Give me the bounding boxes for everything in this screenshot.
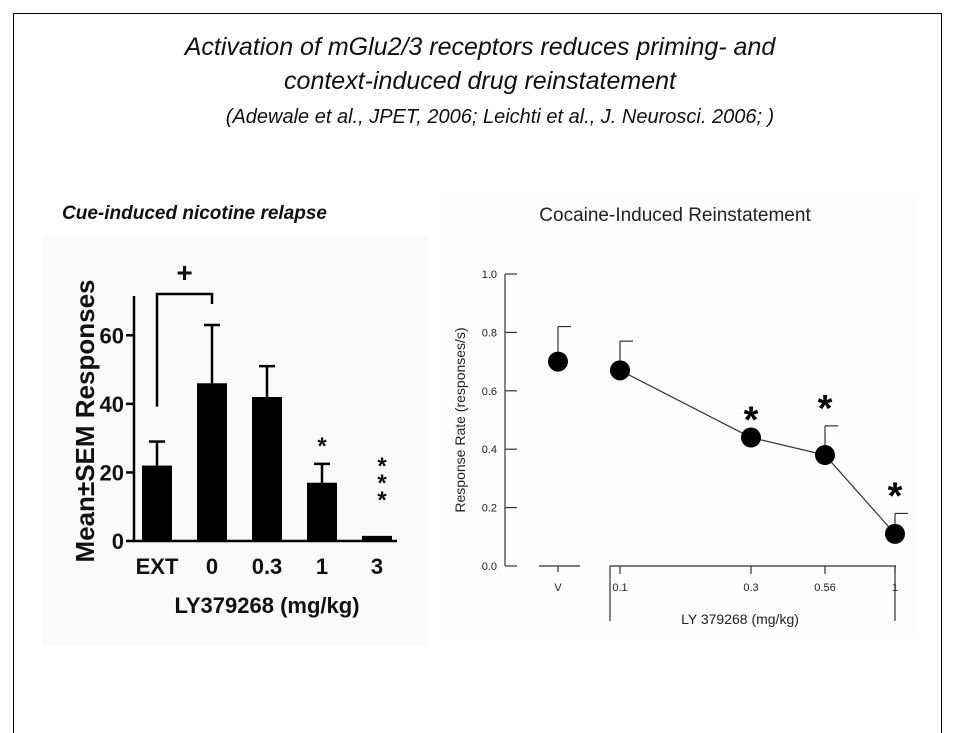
y-tick-label: 0.6 [482,386,497,398]
significance-bracket [155,292,214,407]
x-tick-label: V [554,582,562,594]
slide-title-line-1: Activation of mGlu2/3 receptors reduces … [184,33,776,61]
data-point [610,360,630,381]
x-tick-label: 1 [892,582,898,594]
cocaine-reinstatement-chart-svg: Cocaine-Induced Reinstatement 0.0 0.2 0.4 0.… [452,205,908,627]
x-tick-label: EXT [136,554,179,579]
y-tick-label: 0.2 [482,503,497,515]
x-tick-label: 0.3 [743,582,758,594]
significance-marker: * [818,388,833,430]
significance-marker: * [317,433,327,460]
y-tick-label: 0.4 [482,444,497,456]
x-tick-label: 0.1 [612,582,627,594]
x-tick-label: 0 [206,554,218,579]
significance-marker: * [377,470,387,497]
bar [307,482,337,541]
x-tick-label: 1 [316,554,328,579]
bar [197,383,227,541]
x-tick-label: 0.56 [814,582,835,594]
y-tick-label: 20 [100,460,124,485]
series-line [619,369,896,535]
data-point [885,523,905,544]
chart-title: Cocaine-Induced Reinstatement [539,205,811,226]
bar [142,465,172,541]
x-tick-label: 3 [371,554,383,579]
bracket-label: + [176,257,192,288]
x-axis-label: LY379268 (mg/kg) [174,593,359,618]
y-tick-label: 40 [100,392,124,417]
y-tick-label: 0 [112,529,124,554]
y-tick-label: 0.0 [482,561,497,573]
left-panel-label: Cue-induced nicotine relapse [62,203,327,224]
cocaine-reinstatement-chart: Cocaine-Induced Reinstatement 0.0 0.2 0.4 0.… [440,196,915,638]
x-axis-label: LY 379268 (mg/kg) [681,611,799,627]
y-axis-label: Response Rate (responses/s) [452,327,468,512]
slide-frame [13,13,942,733]
slide-title-line-2: context-induced drug reinstatement [284,67,676,95]
significance-marker: * [888,475,903,517]
y-tick-label: 0.8 [482,327,497,339]
y-axis-label: Mean±SEM Responses [70,279,100,562]
y-tick-label: 60 [100,323,124,348]
significance-marker: * [377,487,387,514]
data-point [815,445,835,466]
bar [252,397,282,541]
slide-citation: (Adewale et al., JPET, 2006; Leichti et … [225,106,775,128]
y-tick-label: 1.0 [482,269,497,281]
x-tick-label: 0.3 [252,554,283,579]
bar [362,535,392,541]
significance-marker: * [744,400,759,442]
significance-marker: * [377,453,387,480]
nicotine-bar-chart: 0 20 40 60 Mean±SEM Responses EXT 0 0.3 1 * 3 * * * + L… [42,236,428,646]
slide-title: Activation of mGlu2/3 receptors reduces … [0,30,960,98]
vehicle-data-point [548,351,568,372]
data-point [741,427,761,448]
